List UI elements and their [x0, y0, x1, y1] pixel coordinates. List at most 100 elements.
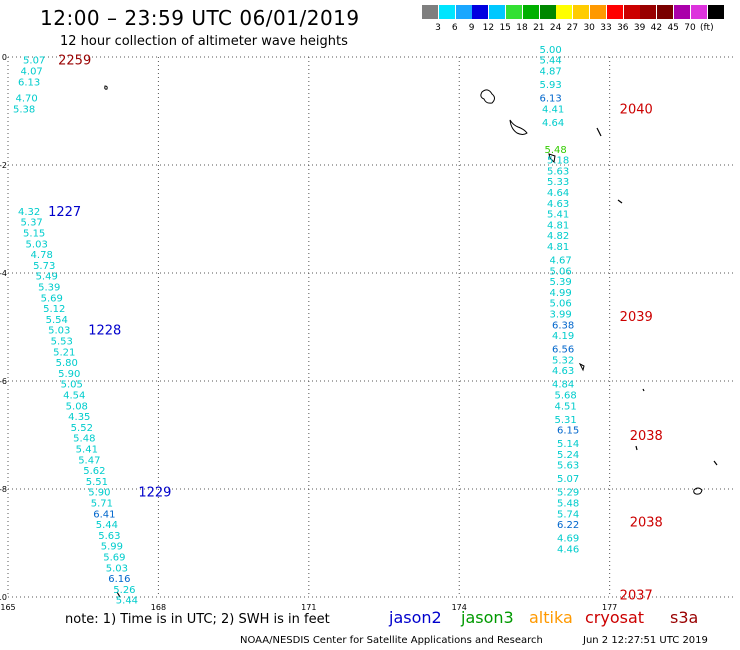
x-tick-label: 174 [452, 603, 467, 612]
island-outline [596, 127, 602, 137]
colorbar-swatch [606, 5, 623, 19]
island-outline [693, 487, 703, 495]
swh-value: 5.69 [41, 293, 63, 304]
satellite-legend-item: jason2 [389, 608, 442, 627]
swh-value: 6.16 [108, 574, 130, 585]
swh-value: 5.06 [549, 299, 571, 310]
swh-value: 6.15 [557, 426, 579, 437]
colorbar-swatch [657, 5, 674, 19]
swh-value: 5.63 [547, 166, 569, 177]
swh-value: 5.44 [116, 596, 138, 607]
swh-value: 5.74 [557, 509, 579, 520]
colorbar-swatch [573, 5, 590, 19]
colorbar-label: 12 [482, 23, 495, 33]
swh-value: 4.64 [542, 118, 564, 129]
colorbar-swatch [707, 5, 724, 19]
colorbar-swatch [640, 5, 657, 19]
colorbar-label: 21 [533, 23, 545, 33]
track-time-label: 2037 [620, 588, 653, 603]
island-outline [548, 153, 556, 164]
colorbar-swatch [556, 5, 573, 19]
swh-value: 5.69 [103, 553, 125, 564]
y-tick-label: -8 [0, 485, 7, 494]
swh-value: 4.69 [557, 534, 579, 545]
colorbar-label: 27 [566, 23, 579, 33]
island-outline [116, 591, 121, 598]
swh-value: 5.07 [557, 474, 579, 485]
colorbar-label: 45 [667, 23, 679, 33]
y-tick-label: 0 [2, 53, 7, 62]
swh-value: 5.03 [106, 563, 128, 574]
island-outline [617, 199, 623, 204]
colorbar-swatch [489, 5, 506, 19]
swh-value: 4.81 [547, 220, 569, 231]
swh-value: 5.06 [549, 266, 571, 277]
swh-value: 4.99 [549, 288, 571, 299]
swh-value: 4.81 [547, 242, 569, 253]
colorbar-label: 70 [684, 23, 696, 33]
swh-value: 3.99 [549, 310, 571, 321]
track-time-labels: 2259 1227 1228 1229 2040 2039 2038 2038 2037 [48, 54, 663, 604]
track-time-label: 2259 [58, 54, 91, 69]
swh-value: 4.63 [552, 366, 574, 377]
swh-value: 6.56 [552, 345, 574, 356]
x-tick-label: 171 [301, 603, 316, 612]
y-tick-label: -6 [0, 377, 7, 386]
island-outline [713, 460, 718, 466]
swh-value: 4.82 [547, 231, 569, 242]
colorbar-swatch [539, 5, 556, 19]
swh-value: 5.29 [557, 488, 579, 499]
swh-value: 5.07 [23, 56, 45, 67]
colorbar-label: 36 [617, 23, 629, 33]
track-time-label: 2039 [620, 310, 653, 325]
colorbar-label: (ft) [700, 23, 714, 33]
swh-value: 4.63 [547, 199, 569, 210]
colorbar-label: 33 [600, 23, 612, 33]
swh-value: 5.24 [557, 450, 579, 461]
island-outline [104, 85, 108, 90]
swh-value: 5.26 [113, 585, 135, 596]
swh-value: 5.80 [56, 358, 78, 369]
island-outline [578, 362, 585, 372]
axis-ticks: 165 168 171 174 177 0 -2 -4 -6 -8 -10 [0, 53, 617, 612]
swh-value: 5.90 [58, 369, 80, 380]
swh-value: 5.03 [26, 239, 48, 250]
swh-value: 4.46 [557, 544, 579, 555]
colorbar-label: 3 [435, 23, 441, 33]
colorbar-label: 30 [583, 23, 595, 33]
swh-value: 5.71 [91, 499, 113, 510]
swh-value: 5.47 [78, 455, 100, 466]
swh-value: 5.33 [547, 177, 569, 188]
x-tick-label: 165 [0, 603, 15, 612]
swh-value: 5.90 [88, 488, 110, 499]
track-time-label: 2040 [620, 102, 653, 117]
footer-credit: NOAA/NESDIS Center for Satellite Applica… [240, 635, 543, 646]
colorbar-swatch [623, 5, 640, 19]
satellite-legend-item: jason3 [461, 608, 514, 627]
swh-value: 5.63 [98, 531, 120, 542]
island-outline [635, 445, 638, 451]
swh-value: 4.32 [18, 207, 40, 218]
satellite-legend-item: s3a [670, 608, 699, 627]
swh-value: 5.03 [48, 326, 70, 337]
track-time-label: 1227 [48, 205, 81, 220]
swh-value: 4.19 [552, 331, 574, 342]
swh-value: 5.39 [38, 283, 60, 294]
swh-value: 4.41 [542, 104, 564, 115]
swh-value: 5.73 [33, 261, 55, 272]
swh-value: 6.13 [18, 77, 40, 88]
swh-value: 5.41 [547, 210, 569, 221]
colorbar-swatch [455, 5, 472, 19]
swh-value: 4.87 [539, 67, 561, 78]
colorbar-swatch [590, 5, 606, 19]
swh-value: 4.07 [21, 67, 43, 78]
colorbar-swatch [438, 5, 455, 19]
swh-value: 6.41 [93, 509, 115, 520]
colorbar-swatch [422, 5, 438, 19]
swh-value: 4.51 [555, 401, 577, 412]
swh-value: 6.13 [539, 94, 561, 105]
swh-value: 5.39 [549, 277, 571, 288]
swh-value: 5.44 [539, 56, 561, 67]
colorbar-label: 15 [499, 23, 511, 33]
swh-value: 5.41 [76, 445, 98, 456]
